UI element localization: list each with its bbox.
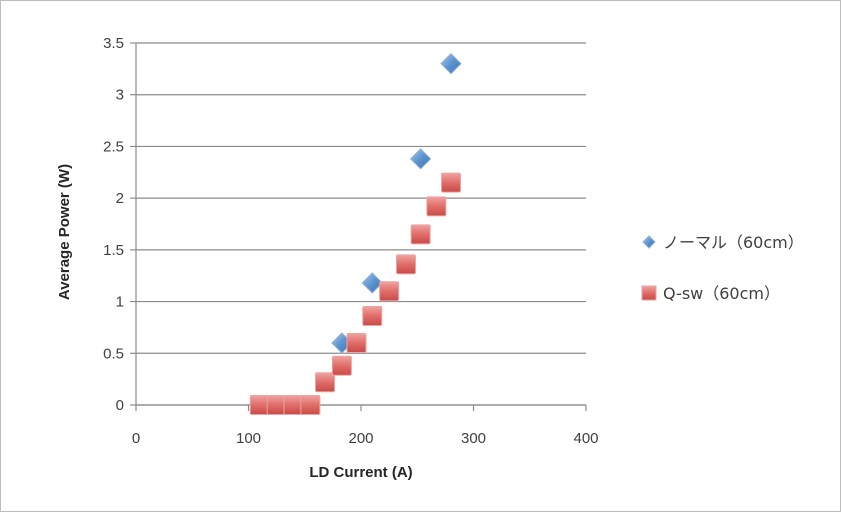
data-point [249, 395, 270, 415]
y-tick-label: 0 [116, 397, 124, 414]
y-tick-label: 2 [116, 190, 124, 207]
data-point [409, 148, 432, 170]
data-point [315, 372, 335, 393]
legend-marker-square [641, 285, 657, 301]
data-point [362, 306, 383, 327]
y-axis-title: Average Power (W) [56, 164, 73, 300]
data-point [361, 272, 383, 294]
legend-item: Q-sw（60cm） [641, 284, 780, 303]
x-tick-label: 400 [573, 430, 598, 447]
data-point [283, 395, 304, 415]
legend-label: ノーマル（60cm） [663, 233, 804, 252]
data-point [410, 224, 431, 245]
x-tick-label: 200 [348, 430, 373, 447]
data-point [346, 332, 367, 353]
y-tick-label: 1 [116, 294, 124, 311]
x-axis-title: LD Current (A) [309, 464, 412, 481]
legend-marker-diamond [642, 235, 656, 249]
legend-label: Q-sw（60cm） [663, 284, 780, 303]
x-tick-label: 0 [132, 430, 140, 447]
data-point [300, 395, 321, 415]
x-tick-label: 100 [236, 430, 261, 447]
y-tick-label: 2.5 [103, 138, 124, 155]
x-tick-label: 300 [461, 430, 486, 447]
data-point [266, 395, 287, 415]
y-tick-label: 0.5 [103, 345, 124, 362]
data-point [440, 52, 462, 75]
y-tick-label: 3.5 [103, 35, 124, 52]
data-point [441, 172, 461, 193]
legend-item: ノーマル（60cm） [642, 233, 804, 252]
data-point [396, 254, 416, 275]
y-tick-label: 3 [116, 87, 124, 104]
data-point [331, 355, 352, 376]
series-qsw [249, 172, 461, 415]
data-point [379, 281, 400, 302]
y-tick-label: 1.5 [103, 242, 124, 259]
data-point [426, 196, 447, 217]
